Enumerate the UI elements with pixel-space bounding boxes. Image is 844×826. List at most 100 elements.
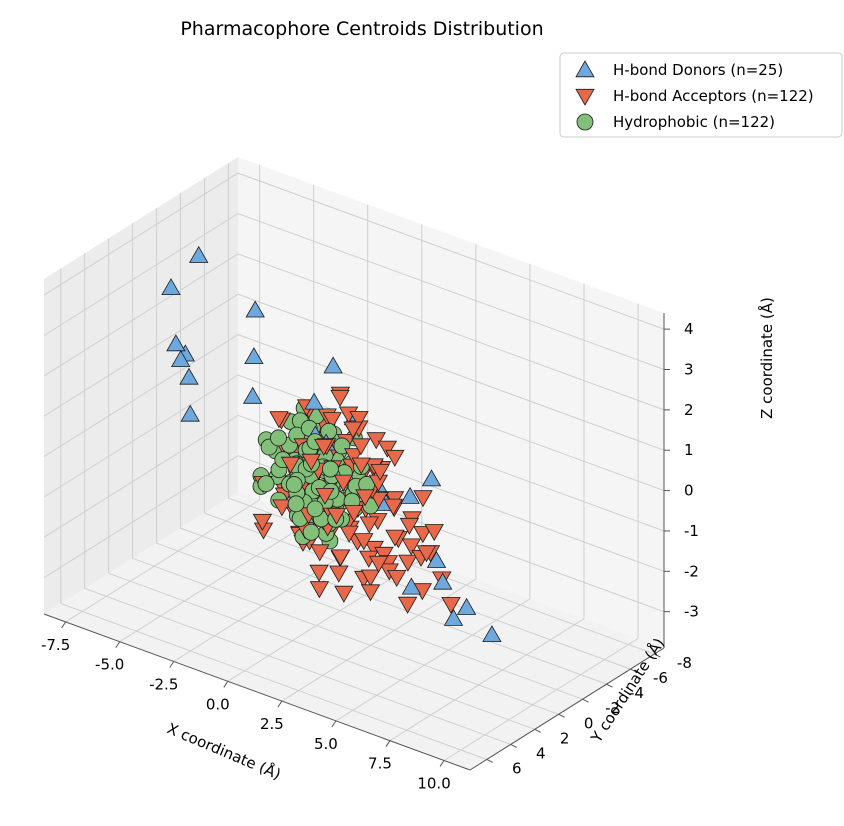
donor-point xyxy=(443,608,464,626)
z-grid-line xyxy=(43,334,665,492)
y-tick-mark xyxy=(654,653,661,658)
y-grid-line xyxy=(108,238,535,730)
donor-point xyxy=(400,486,420,504)
acceptor-point xyxy=(370,463,390,481)
y-tick-label: 2 xyxy=(560,729,570,747)
x-tick-mark xyxy=(331,720,337,728)
y-tick-mark xyxy=(630,668,637,673)
acceptor-point xyxy=(322,412,342,430)
y-grid-line xyxy=(227,163,655,655)
y-tick-mark xyxy=(582,698,589,703)
acceptor-point xyxy=(397,596,418,614)
z-tick-label: 1 xyxy=(684,441,694,459)
legend-marker-acceptors xyxy=(575,88,595,106)
donor-point xyxy=(323,356,343,374)
y-tick-mark xyxy=(486,759,493,763)
z-axis-label: Z coordinate (Å) xyxy=(757,297,776,419)
z-grid-line xyxy=(43,253,665,411)
donor-point xyxy=(426,550,447,568)
acceptor-point xyxy=(355,489,375,507)
hydrophobic-point xyxy=(306,500,324,518)
donor-point xyxy=(244,347,264,365)
acceptor-point xyxy=(301,453,321,471)
x-tick-label: -7.5 xyxy=(41,636,70,654)
z-grid-line xyxy=(43,374,665,532)
x-tick-label: 0.0 xyxy=(206,695,230,713)
donor-point xyxy=(166,334,186,352)
x-tick-label: 10.0 xyxy=(417,774,450,792)
z-grid-line xyxy=(43,212,665,370)
acceptor-point xyxy=(424,524,444,542)
tick-labels: -7.5-5.0-2.50.02.55.07.510.0-8-6-4-20246… xyxy=(41,320,699,792)
z-grid-line xyxy=(43,455,665,613)
y-tick-label: 0 xyxy=(584,714,594,732)
donor-point xyxy=(401,577,422,595)
hydrophobic-point xyxy=(257,475,275,493)
x-tick-label: -2.5 xyxy=(149,676,178,694)
acceptor-point xyxy=(310,544,330,562)
z-tick-label: -3 xyxy=(684,603,699,621)
y-axis-line xyxy=(469,647,665,771)
legend-box xyxy=(559,52,843,138)
hydrophobic-point xyxy=(321,460,339,478)
acceptor-point xyxy=(330,549,351,567)
donor-point xyxy=(161,278,181,296)
axis-lines xyxy=(43,313,665,771)
donor-point xyxy=(433,572,453,590)
acceptor-point xyxy=(377,440,397,458)
acceptor-point xyxy=(360,584,381,602)
acceptor-point xyxy=(330,389,350,407)
x-tick-label: 5.0 xyxy=(314,735,338,753)
x-tick-mark xyxy=(61,621,67,629)
legend-markers xyxy=(575,60,595,131)
hydrophobic-point xyxy=(320,422,338,440)
acceptor-point xyxy=(401,538,421,556)
acceptor-point xyxy=(309,581,330,599)
y-grid-line xyxy=(204,178,631,670)
acceptor-point xyxy=(354,533,374,551)
acceptor-point xyxy=(280,456,301,474)
acceptor-point xyxy=(314,438,334,456)
z-tick-label: 0 xyxy=(684,482,694,500)
y-tick-label: 6 xyxy=(512,759,522,777)
acceptor-point xyxy=(359,516,379,534)
x-tick-mark xyxy=(439,760,445,767)
acceptor-point xyxy=(334,585,354,603)
z-grid-line xyxy=(43,293,665,451)
hydrophobic-point xyxy=(302,523,320,541)
y-tick-label: 4 xyxy=(536,744,546,762)
acceptor-point xyxy=(413,526,433,544)
x-tick-label: 2.5 xyxy=(260,715,284,733)
z-tick-label: -2 xyxy=(684,562,699,580)
acceptor-point xyxy=(351,438,371,456)
x-tick-mark xyxy=(277,700,283,708)
x-tick-mark xyxy=(115,641,121,648)
donor-point xyxy=(179,367,199,385)
legend: H-bond Donors (n=25) H-bond Acceptors (n… xyxy=(559,52,843,138)
acceptor-point xyxy=(383,498,403,516)
z-grid-line xyxy=(43,414,665,572)
donor-point xyxy=(189,245,209,263)
acceptor-point xyxy=(343,421,363,439)
acceptor-point xyxy=(360,569,381,587)
z-grid-line xyxy=(43,172,665,330)
x-tick-label: -5.0 xyxy=(95,656,124,674)
acceptor-point xyxy=(339,525,359,543)
acceptor-point xyxy=(399,517,420,535)
legend-label-donors: H-bond Donors (n=25) xyxy=(613,61,783,79)
acceptor-point xyxy=(441,597,461,614)
acceptor-point xyxy=(315,487,335,505)
legend-marker-donors xyxy=(575,60,595,78)
data-points xyxy=(161,245,502,642)
acceptor-point xyxy=(413,490,433,508)
acceptor-point xyxy=(344,448,364,466)
z-tick-label: 4 xyxy=(684,320,694,338)
acceptor-point xyxy=(351,457,371,475)
legend-label-hydrophobic: Hydrophobic (n=122) xyxy=(613,113,775,131)
left-pane xyxy=(44,157,238,614)
y-tick-label: -6 xyxy=(653,669,668,687)
acceptor-point xyxy=(309,564,329,582)
x-axis-line xyxy=(43,613,471,771)
legend-marker-hydrophobic xyxy=(576,113,594,131)
acceptor-point xyxy=(369,555,389,573)
